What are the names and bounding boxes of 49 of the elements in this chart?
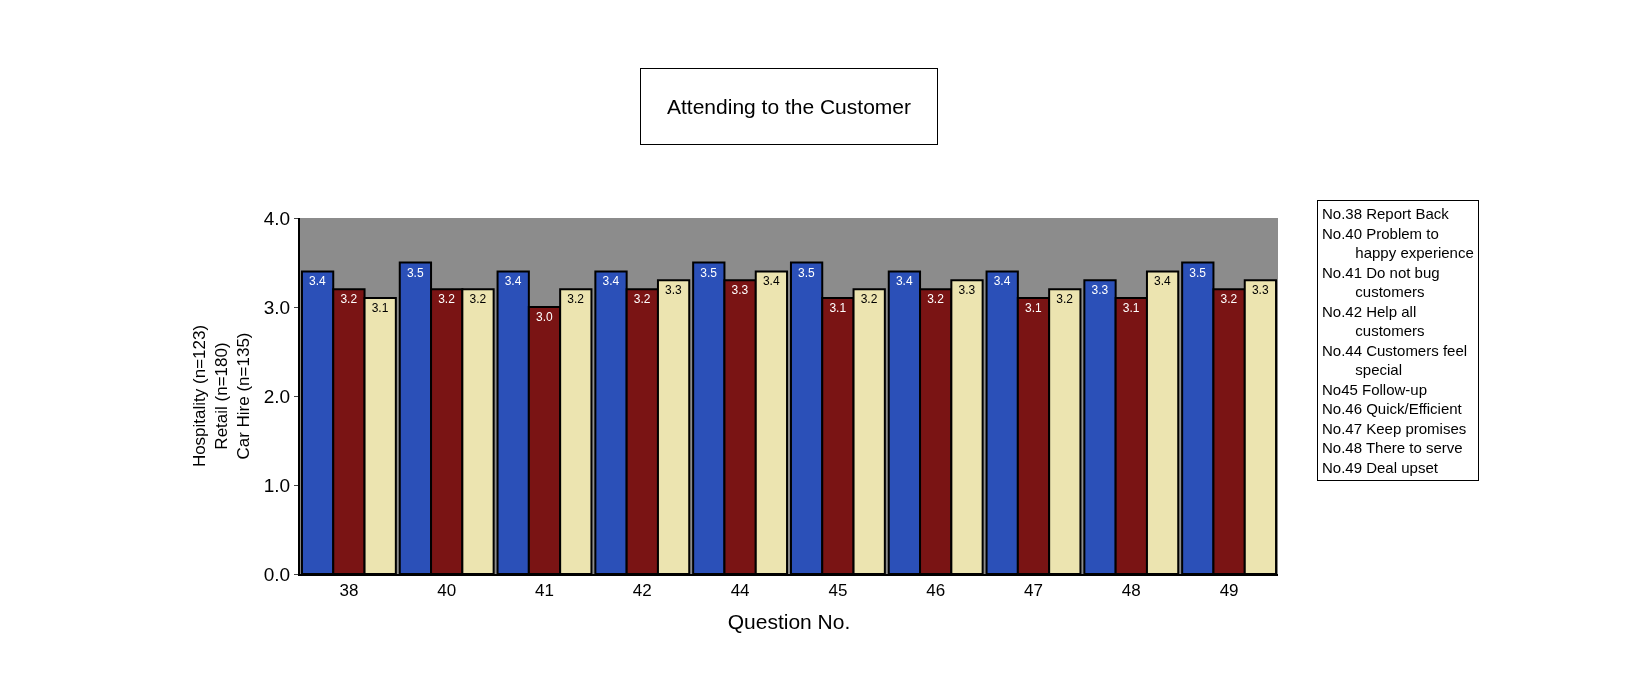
data-label: 3.5 <box>406 265 424 280</box>
data-label: 3.2 <box>633 292 651 307</box>
data-label: 3.3 <box>665 283 683 298</box>
data-label: 3.2 <box>1056 292 1074 307</box>
y-axis-title: Hospitality (n=123) Retail (n=180) Car Hire (n=135) <box>189 324 253 468</box>
data-label: 3.2 <box>340 292 358 307</box>
x-tick-label: 40 <box>437 581 457 601</box>
x-tick-label: 44 <box>730 581 750 601</box>
data-label: 3.4 <box>309 274 327 289</box>
data-label: 3.2 <box>1220 292 1238 307</box>
data-label: 3.4 <box>602 274 620 289</box>
text: No.38 Report Back No.40 Problem to happy experience No.41 Do not bug customers No.42 Help all customers No.44 Customers feel special No45 Follow-up No.46 Quick/Efficient No.47 Keep promises No.48 There to serve No.49 Deal upset <box>1322 205 1474 476</box>
data-label: 3.0 <box>536 310 553 324</box>
x-axis-title: Question No. <box>727 610 851 634</box>
data-label: 3.3 <box>1251 283 1269 298</box>
x-tick-label: 47 <box>1024 581 1043 601</box>
data-label: 3.5 <box>1189 265 1207 280</box>
data-label: 3.4 <box>504 274 522 289</box>
data-label: 3.1 <box>1025 301 1042 316</box>
data-label: 3.5 <box>700 265 718 280</box>
x-tick-label: 48 <box>1121 581 1141 601</box>
x-tick-label: 46 <box>926 581 946 601</box>
x-tick-label: 38 <box>339 581 359 601</box>
data-label: 3.4 <box>762 274 780 289</box>
y-tick-label: 1.0 <box>263 474 291 496</box>
data-label: 3.4 <box>993 274 1011 289</box>
x-tick-label: 45 <box>828 581 848 601</box>
data-label: 3.4 <box>1154 274 1172 289</box>
data-label: 3.3 <box>731 283 749 298</box>
y-tick-label: 3.0 <box>263 296 291 318</box>
y-tick-label: 2.0 <box>263 385 291 407</box>
y-tick-label: 4.0 <box>263 207 291 229</box>
data-label: 3.2 <box>438 292 456 307</box>
data-label: 3.1 <box>371 301 389 316</box>
data-label: 3.3 <box>958 283 976 298</box>
data-label: 3.3 <box>1091 283 1109 298</box>
x-tick-label: 42 <box>632 581 652 601</box>
data-label: 3.2 <box>860 292 878 307</box>
data-label: 3.5 <box>798 265 816 280</box>
data-label: 3.1 <box>1122 301 1140 316</box>
data-label: 3.2 <box>567 292 585 307</box>
data-label: 3.4 <box>895 274 913 289</box>
data-label: 3.2 <box>469 292 487 307</box>
data-label: 3.1 <box>829 301 847 316</box>
x-tick-label: 41 <box>535 581 554 601</box>
y-tick-label: 0.0 <box>263 563 291 585</box>
data-label: 3.2 <box>927 292 945 307</box>
chart-title: Attending to the Customer <box>667 95 911 118</box>
x-tick-label: 49 <box>1219 581 1239 601</box>
